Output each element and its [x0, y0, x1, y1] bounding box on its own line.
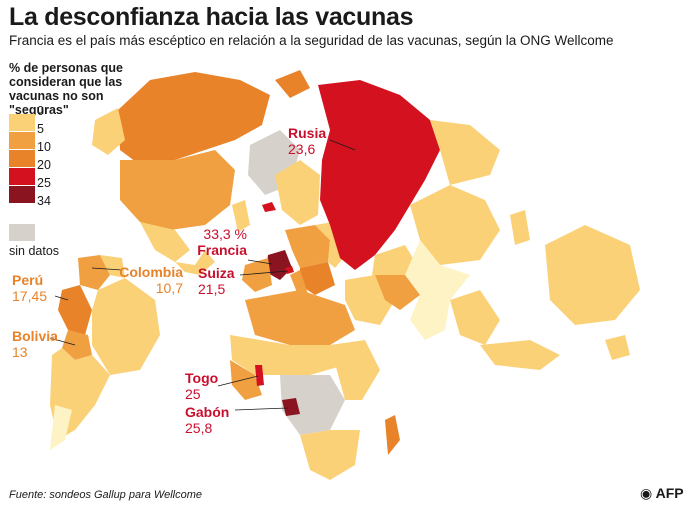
region-china: [405, 240, 470, 300]
source-note: Fuente: sondeos Gallup para Wellcome: [9, 489, 203, 501]
callout-suiza: Suiza 21,5: [198, 265, 235, 297]
region-colombia: [78, 255, 110, 290]
peru-leader-line: [54, 295, 69, 301]
region-gabon: [282, 398, 300, 416]
legend-tick: 10: [37, 140, 51, 154]
callout-peru: Perú 17,45: [12, 272, 47, 304]
gabon-leader-line: [234, 407, 289, 411]
bolivia-leader-line: [49, 337, 76, 346]
region-japan: [510, 210, 530, 245]
legend-tick: 0: [37, 104, 44, 118]
region-peru: [58, 285, 92, 335]
region-togo: [255, 365, 264, 386]
legend-swatch-25-34: [9, 186, 35, 203]
afp-logo-text: AFP: [655, 485, 684, 501]
callout-bolivia-name: Bolivia: [12, 328, 58, 344]
region-new-zealand: [605, 335, 630, 360]
region-australia: [545, 225, 640, 325]
region-scandinavia: [275, 160, 320, 225]
region-madagascar: [385, 415, 400, 455]
callout-francia: 33,3 % Francia: [192, 226, 247, 258]
callout-gabon-name: Gabón: [185, 404, 230, 420]
region-asia-east: [410, 185, 500, 265]
region-usa: [120, 150, 235, 230]
callout-togo-value: 25: [185, 386, 201, 402]
region-iceland: [262, 202, 276, 212]
callout-peru-value: 17,45: [12, 288, 48, 304]
callout-rusia-name: Rusia: [288, 125, 327, 141]
rusia-leader-line: [329, 139, 356, 151]
region-uk: [232, 200, 250, 232]
region-west-africa: [230, 360, 262, 400]
legend-tick: 25: [37, 176, 51, 190]
legend-swatch-no-data: [9, 224, 35, 241]
region-canada: [118, 72, 270, 165]
region-se-asia: [450, 290, 500, 345]
region-south-cone: [50, 405, 72, 450]
region-iberia: [242, 258, 272, 292]
callout-bolivia: Bolivia 13: [12, 328, 58, 360]
region-north-africa: [245, 290, 355, 345]
region-east-africa: [330, 340, 380, 400]
legend-swatch-5-10: [9, 132, 35, 149]
legend-swatch-20-25: [9, 168, 35, 185]
region-mexico: [140, 222, 190, 262]
legend-tick: 20: [37, 158, 51, 172]
legend-swatch-10-20: [9, 150, 35, 167]
togo-leader-line: [217, 375, 259, 387]
callout-peru-name: Perú: [12, 272, 44, 288]
callout-gabon: Gabón 25,8: [185, 404, 229, 436]
colombia-leader-line: [91, 267, 123, 271]
region-arctic-island: [275, 70, 310, 98]
region-southern-africa: [300, 430, 360, 480]
callout-suiza-name: Suiza: [198, 265, 235, 281]
region-asia-north: [430, 120, 500, 185]
callout-togo-name: Togo: [185, 370, 219, 386]
region-venezuela: [100, 255, 125, 278]
region-russia: [318, 80, 440, 270]
page-title: La desconfianza hacia las vacunas: [9, 3, 414, 31]
callout-gabon-value: 25,8: [185, 420, 213, 436]
region-central-europe: [285, 225, 330, 268]
callout-francia-value: 33,3 %: [203, 226, 247, 242]
suiza-leader-line: [239, 270, 289, 276]
callout-togo: Togo 25: [185, 370, 218, 402]
legend-tick: 5: [37, 122, 44, 136]
callout-francia-name: Francia: [197, 242, 247, 258]
callout-colombia-name: Colombia: [119, 264, 183, 280]
region-bolivia: [62, 330, 92, 360]
region-central-america: [175, 250, 215, 275]
region-indonesia: [480, 340, 560, 370]
callout-colombia: Colombia 10,7: [110, 264, 183, 296]
legend-swatch-0-5: [9, 114, 35, 131]
legend-tick: 34: [37, 194, 51, 208]
globe-icon: ◉: [640, 485, 653, 501]
region-india: [410, 295, 450, 340]
callout-rusia: Rusia 23,6: [288, 125, 326, 157]
legend-title: % de personas que consideran que las vac…: [9, 61, 123, 117]
region-brazil: [92, 278, 160, 375]
callout-suiza-value: 21,5: [198, 281, 226, 297]
region-balkans: [300, 262, 335, 295]
region-central-africa: [280, 375, 345, 435]
francia-leader-line: [247, 259, 273, 265]
region-iran: [375, 275, 420, 310]
callout-colombia-value: 10,7: [155, 280, 183, 296]
region-switzerland: [285, 266, 294, 274]
callout-bolivia-value: 13: [12, 344, 28, 360]
legend-no-data-label: sin datos: [9, 244, 60, 258]
page-subtitle: Francia es el país más escéptico en rela…: [9, 33, 614, 48]
region-alaska: [92, 108, 125, 155]
callout-rusia-value: 23,6: [288, 141, 316, 157]
afp-logo: ◉ AFP: [640, 485, 684, 502]
